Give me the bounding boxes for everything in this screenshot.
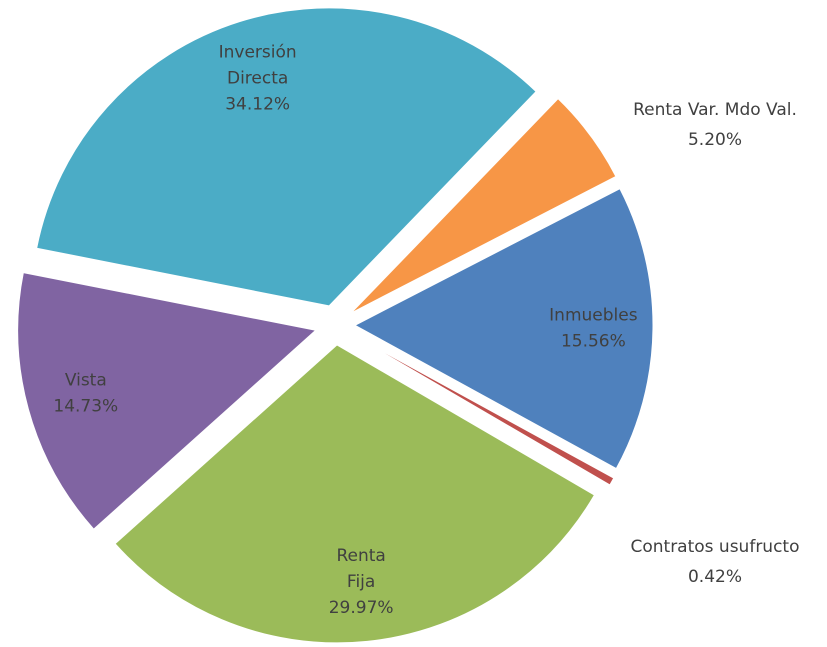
category-label: Inmuebles (549, 305, 638, 325)
value-label: 15.56% (561, 331, 626, 351)
category-label: Renta Var. Mdo Val. (633, 100, 797, 120)
pie-slice (17, 271, 317, 530)
value-label: 29.97% (329, 598, 394, 618)
category-label: Inversión Directa (219, 42, 297, 88)
value-label: 0.42% (688, 567, 742, 587)
pie-slice (36, 7, 537, 307)
category-label: Contratos usufructo (630, 537, 799, 557)
category-label: Renta Fija (336, 546, 385, 592)
pie-slice (350, 97, 617, 314)
pie-slice (352, 334, 615, 486)
pie-slice (353, 187, 654, 470)
pie-slice (114, 344, 596, 644)
category-label: Vista (65, 370, 107, 390)
value-label: 5.20% (688, 130, 742, 150)
value-label: 14.73% (53, 396, 118, 416)
value-label: 34.12% (225, 94, 290, 114)
